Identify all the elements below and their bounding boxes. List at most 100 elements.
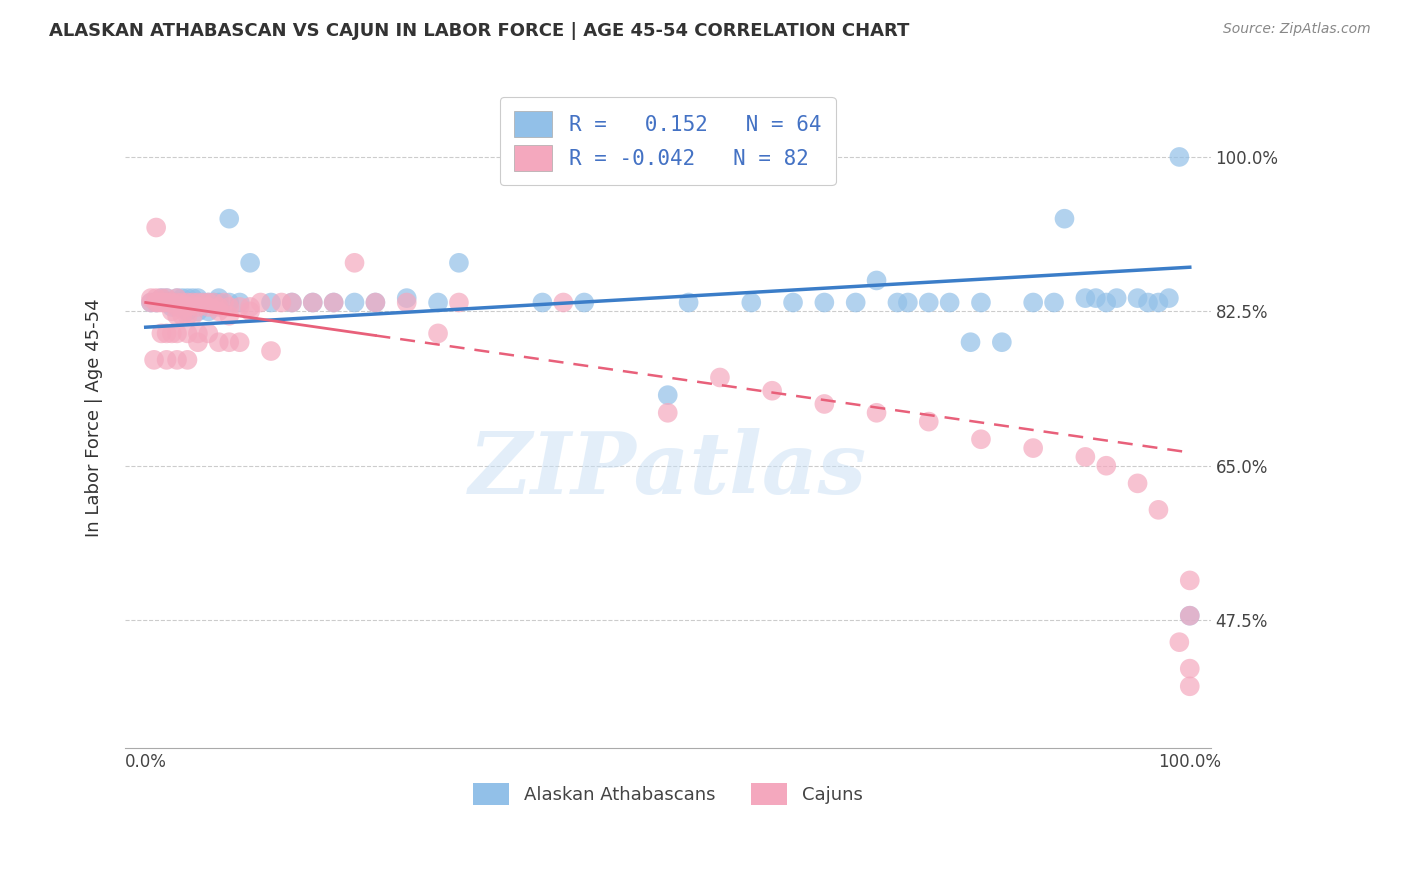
Point [1022, 441, 1045, 455]
Point [657, 406, 679, 420]
Point [208, 300, 231, 314]
Point [187, 335, 209, 350]
Point [1137, 295, 1160, 310]
Point [155, 295, 177, 310]
Point [281, 295, 304, 310]
Point [172, 309, 194, 323]
Point [176, 352, 198, 367]
Point [160, 304, 183, 318]
Text: Source: ZipAtlas.com: Source: ZipAtlas.com [1223, 22, 1371, 37]
Point [813, 397, 835, 411]
Point [218, 211, 240, 226]
Point [176, 295, 198, 310]
Point [427, 295, 450, 310]
Point [239, 256, 262, 270]
Point [1084, 291, 1107, 305]
Point [447, 256, 470, 270]
Point [1095, 458, 1118, 473]
Point [1178, 679, 1201, 693]
Point [187, 295, 209, 310]
Point [970, 295, 993, 310]
Point [150, 291, 173, 305]
Point [1147, 295, 1170, 310]
Point [218, 295, 240, 310]
Point [160, 295, 183, 310]
Point [239, 304, 262, 318]
Point [813, 295, 835, 310]
Point [150, 295, 173, 310]
Point [574, 295, 596, 310]
Point [657, 388, 679, 402]
Point [187, 295, 209, 310]
Legend: Alaskan Athabascans, Cajuns: Alaskan Athabascans, Cajuns [465, 775, 870, 812]
Point [886, 295, 908, 310]
Point [166, 352, 188, 367]
Point [865, 406, 887, 420]
Point [139, 295, 162, 310]
Point [212, 295, 235, 310]
Point [782, 295, 804, 310]
Point [1147, 503, 1170, 517]
Point [208, 291, 231, 305]
Point [176, 304, 198, 318]
Point [991, 335, 1014, 350]
Point [145, 291, 167, 305]
Point [197, 295, 219, 310]
Point [153, 295, 176, 310]
Point [155, 352, 177, 367]
Point [187, 291, 209, 305]
Point [176, 291, 198, 305]
Point [938, 295, 960, 310]
Text: ALASKAN ATHABASCAN VS CAJUN IN LABOR FORCE | AGE 45-54 CORRELATION CHART: ALASKAN ATHABASCAN VS CAJUN IN LABOR FOR… [49, 22, 910, 40]
Point [197, 326, 219, 341]
Point [322, 295, 344, 310]
Point [897, 295, 920, 310]
Point [1168, 635, 1191, 649]
Point [1168, 150, 1191, 164]
Point [395, 291, 418, 305]
Point [918, 295, 941, 310]
Point [260, 344, 283, 359]
Point [160, 326, 183, 341]
Point [395, 295, 418, 310]
Point [364, 295, 387, 310]
Point [270, 295, 292, 310]
Point [218, 335, 240, 350]
Point [228, 335, 250, 350]
Point [187, 304, 209, 318]
Point [187, 326, 209, 341]
Point [197, 295, 219, 310]
Point [1178, 662, 1201, 676]
Point [1074, 450, 1097, 464]
Point [301, 295, 323, 310]
Point [197, 300, 219, 314]
Point [1126, 476, 1149, 491]
Point [918, 415, 941, 429]
Point [181, 309, 204, 323]
Point [301, 295, 323, 310]
Point [155, 291, 177, 305]
Point [150, 326, 173, 341]
Point [740, 295, 762, 310]
Point [176, 326, 198, 341]
Point [761, 384, 783, 398]
Point [1074, 291, 1097, 305]
Point [1178, 574, 1201, 588]
Point [1178, 608, 1201, 623]
Point [1043, 295, 1066, 310]
Point [260, 295, 283, 310]
Point [166, 295, 188, 310]
Point [143, 352, 166, 367]
Point [160, 300, 183, 314]
Point [145, 220, 167, 235]
Point [208, 295, 231, 310]
Point [166, 295, 188, 310]
Point [166, 326, 188, 341]
Point [343, 256, 366, 270]
Point [145, 295, 167, 310]
Point [343, 295, 366, 310]
Point [218, 309, 240, 323]
Point [281, 295, 304, 310]
Point [322, 295, 344, 310]
Point [197, 304, 219, 318]
